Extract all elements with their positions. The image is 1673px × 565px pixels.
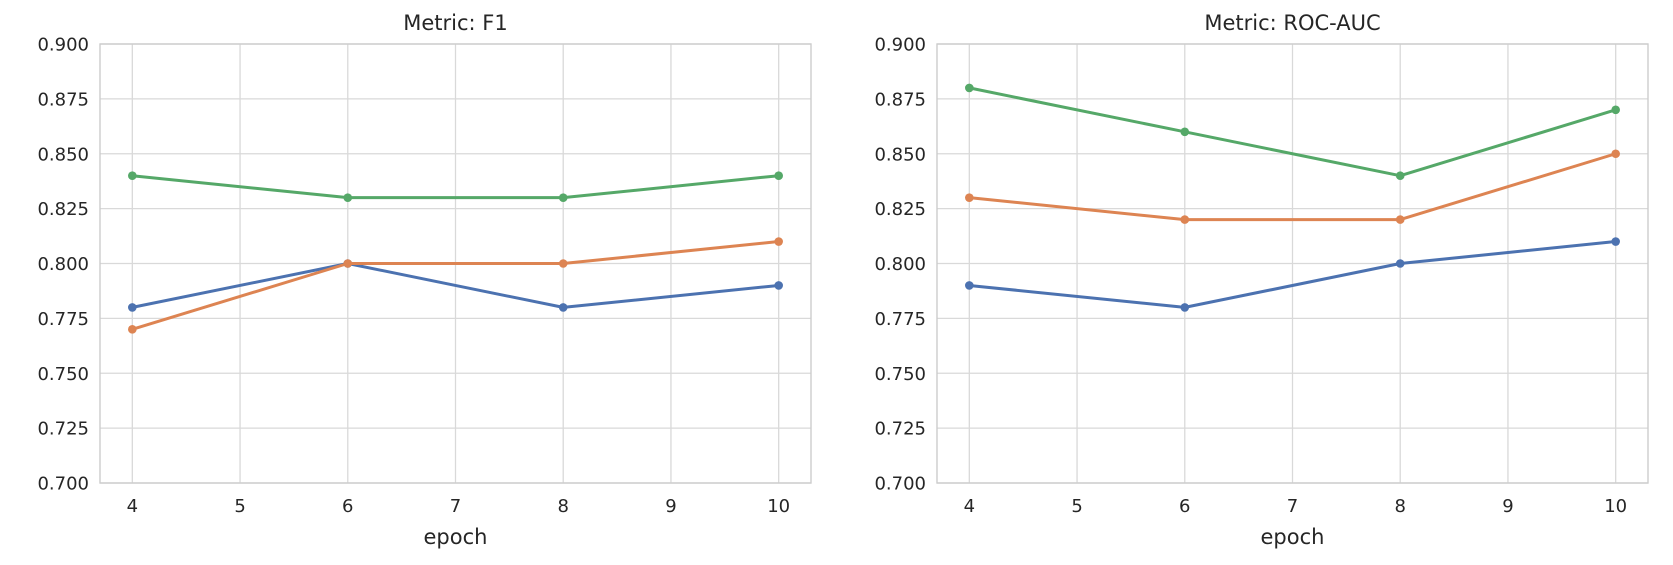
marker-series-blue [1395,259,1405,268]
x-axis-label: epoch [424,525,488,549]
marker-series-green [128,171,137,180]
y-tick-label: 0.700 [874,474,926,495]
marker-series-blue [558,303,568,312]
x-tick-label: 4 [964,496,975,517]
marker-series-blue [128,303,137,312]
marker-series-green [1611,105,1620,115]
chart-title: Metric: ROC-AUC [1204,11,1380,35]
x-tick-label: 6 [1179,496,1190,517]
y-tick-label: 0.725 [37,419,89,440]
marker-series-orange [1395,215,1405,224]
chart-title: Metric: F1 [403,11,507,35]
marker-series-blue [965,281,974,290]
y-tick-label: 0.850 [37,144,89,165]
y-tick-label: 0.825 [874,199,926,220]
y-tick-label: 0.850 [874,144,926,165]
y-tick-label: 0.900 [874,35,926,56]
line-series-green [130,174,781,200]
marker-series-blue [1180,303,1190,312]
line-series-blue [130,262,781,309]
marker-series-orange [774,237,783,246]
chart-metric-f1: 0.700 0.725 0.750 0.775 0.800 0.825 0.850 0.875… [37,11,812,549]
line-series-orange [130,240,781,331]
plot-border [99,43,812,484]
x-tick-label: 9 [665,496,676,517]
x-tick-label: 10 [767,496,790,517]
x-tick-label: 5 [234,496,245,517]
y-tick-label: 0.750 [874,364,926,385]
x-tick-label: 4 [127,496,138,517]
marker-series-orange [128,325,137,334]
marker-series-green [1180,127,1190,137]
marker-series-green [774,171,783,180]
y-tick-label: 0.725 [874,419,926,440]
y-tick-label: 0.825 [37,199,89,220]
x-tick-label: 8 [1395,496,1406,517]
marker-series-orange [1180,215,1190,224]
x-tick-label: 8 [558,496,569,517]
marker-series-green [343,193,353,202]
marker-series-orange [343,259,353,268]
marker-series-blue [1611,237,1620,246]
marker-series-green [965,83,974,93]
y-tick-label: 0.800 [37,254,89,275]
line-series-green [967,86,1618,178]
marker-series-blue [774,281,783,290]
y-tick-label: 0.875 [874,89,926,110]
x-tick-label: 7 [1287,496,1298,517]
x-tick-label: 10 [1604,496,1627,517]
plot-border [936,43,1649,484]
y-tick-label: 0.875 [37,89,89,110]
x-tick-label: 9 [1502,496,1513,517]
x-tick-label: 7 [450,496,461,517]
marker-series-green [558,193,568,202]
y-tick-label: 0.775 [37,309,89,330]
x-axis-label: epoch [1261,525,1325,549]
marker-series-orange [558,259,568,268]
y-tick-label: 0.750 [37,364,89,385]
y-tick-label: 0.700 [37,474,89,495]
y-tick-label: 0.800 [874,254,926,275]
x-tick-label: 6 [342,496,353,517]
marker-series-orange [965,193,974,202]
y-tick-label: 0.900 [37,35,89,56]
y-tick-label: 0.775 [874,309,926,330]
x-tick-label: 5 [1071,496,1082,517]
marker-series-green [1395,171,1405,180]
marker-series-orange [1611,149,1620,159]
line-series-orange [967,152,1618,222]
line-series-blue [967,240,1618,309]
chart-metric-roc-auc: 0.700 0.725 0.750 0.775 0.800 0.825 0.850 0.875… [874,11,1649,549]
